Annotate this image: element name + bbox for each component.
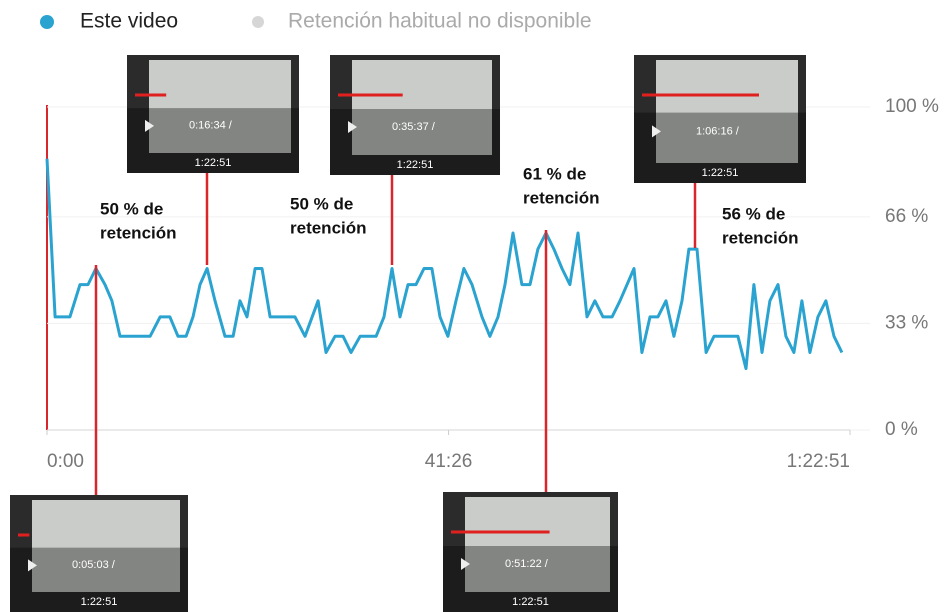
- play-icon: [145, 119, 154, 132]
- video-thumbnail: 1:06:16 / 1:22:51: [634, 55, 806, 183]
- legend-dot: [252, 16, 264, 28]
- play-icon: [652, 125, 661, 138]
- thumb-duration: 1:22:51: [195, 157, 232, 169]
- annotation: 50 % de: [290, 194, 353, 213]
- annotation: 61 % de: [523, 164, 586, 183]
- thumb-time: 0:51:22 /: [505, 558, 549, 570]
- whiteboard: [656, 60, 798, 163]
- retention-line: [45, 158, 844, 371]
- whiteboard: [32, 500, 180, 592]
- x-tick-label: 1:22:51: [787, 451, 850, 472]
- y-tick-label: 66 %: [885, 206, 928, 227]
- thumb-shade: [10, 547, 188, 612]
- annotation: retención: [100, 223, 177, 242]
- y-tick-label: 100 %: [885, 96, 939, 117]
- thumb-shade: [127, 108, 299, 173]
- video-thumbnail: 0:16:34 / 1:22:51: [127, 55, 299, 173]
- thumb-time: 0:16:34 /: [189, 120, 233, 132]
- legend-label: Retención habitual no disponible: [288, 10, 592, 33]
- thumb-time: 0:05:03 /: [72, 559, 116, 571]
- video-thumbnail: 0:35:37 / 1:22:51: [330, 55, 500, 175]
- annotation: retención: [290, 218, 367, 237]
- x-tick-label: 41:26: [425, 451, 473, 472]
- annotation: retención: [523, 188, 600, 207]
- play-icon: [28, 559, 37, 572]
- video-thumbnail: 0:51:22 / 1:22:51: [443, 492, 618, 612]
- video-thumbnail: 0:05:03 / 1:22:51: [10, 495, 188, 612]
- legend-label: Este video: [80, 10, 178, 33]
- thumb-shade: [330, 109, 500, 175]
- thumb-shade: [634, 112, 806, 183]
- play-icon: [348, 121, 357, 133]
- y-tick-label: 0 %: [885, 419, 918, 440]
- y-tick-label: 33 %: [885, 312, 928, 333]
- annotation: retención: [722, 228, 799, 247]
- thumb-duration: 1:22:51: [397, 159, 434, 171]
- thumb-time: 0:35:37 /: [392, 121, 436, 133]
- play-icon: [461, 558, 470, 570]
- annotation: 56 % de: [722, 204, 785, 223]
- thumb-duration: 1:22:51: [512, 596, 549, 608]
- thumb-shade: [443, 546, 618, 612]
- x-tick-label: 0:00: [47, 451, 84, 472]
- whiteboard: [149, 60, 291, 153]
- annotation: 50 % de: [100, 199, 163, 218]
- whiteboard: [352, 60, 492, 155]
- whiteboard: [465, 497, 610, 592]
- legend-dot: [40, 15, 54, 29]
- thumb-duration: 1:22:51: [702, 167, 739, 179]
- thumb-time: 1:06:16 /: [696, 126, 740, 138]
- thumb-duration: 1:22:51: [81, 596, 118, 608]
